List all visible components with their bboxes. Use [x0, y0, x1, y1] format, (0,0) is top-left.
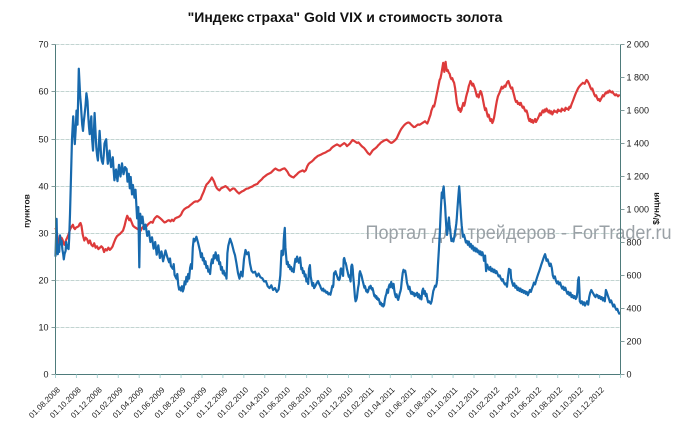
svg-text:70: 70 [38, 40, 48, 50]
svg-text:$/унция: $/унция [651, 192, 661, 224]
svg-text:20: 20 [38, 276, 48, 286]
svg-text:0: 0 [627, 370, 632, 380]
svg-text:Портал для трейдеров - ForTrad: Портал для трейдеров - ForTrader.ru [366, 223, 672, 244]
svg-text:"Индекс страха" Gold VIX и сто: "Индекс страха" Gold VIX и стоимость зол… [188, 9, 503, 25]
svg-text:пунктов: пунктов [22, 194, 32, 228]
svg-text:40: 40 [38, 182, 48, 192]
svg-text:1 000: 1 000 [627, 205, 650, 215]
svg-text:60: 60 [38, 87, 48, 97]
svg-text:1 200: 1 200 [627, 172, 650, 182]
svg-text:50: 50 [38, 135, 48, 145]
svg-text:200: 200 [627, 337, 642, 347]
svg-text:1 400: 1 400 [627, 139, 650, 149]
svg-text:400: 400 [627, 304, 642, 314]
svg-text:30: 30 [38, 229, 48, 239]
svg-text:1 800: 1 800 [627, 73, 650, 83]
svg-text:2 000: 2 000 [627, 40, 650, 50]
svg-text:10: 10 [38, 323, 48, 333]
svg-text:1 600: 1 600 [627, 106, 650, 116]
svg-text:600: 600 [627, 271, 642, 281]
svg-text:800: 800 [627, 238, 642, 248]
svg-text:0: 0 [43, 370, 48, 380]
